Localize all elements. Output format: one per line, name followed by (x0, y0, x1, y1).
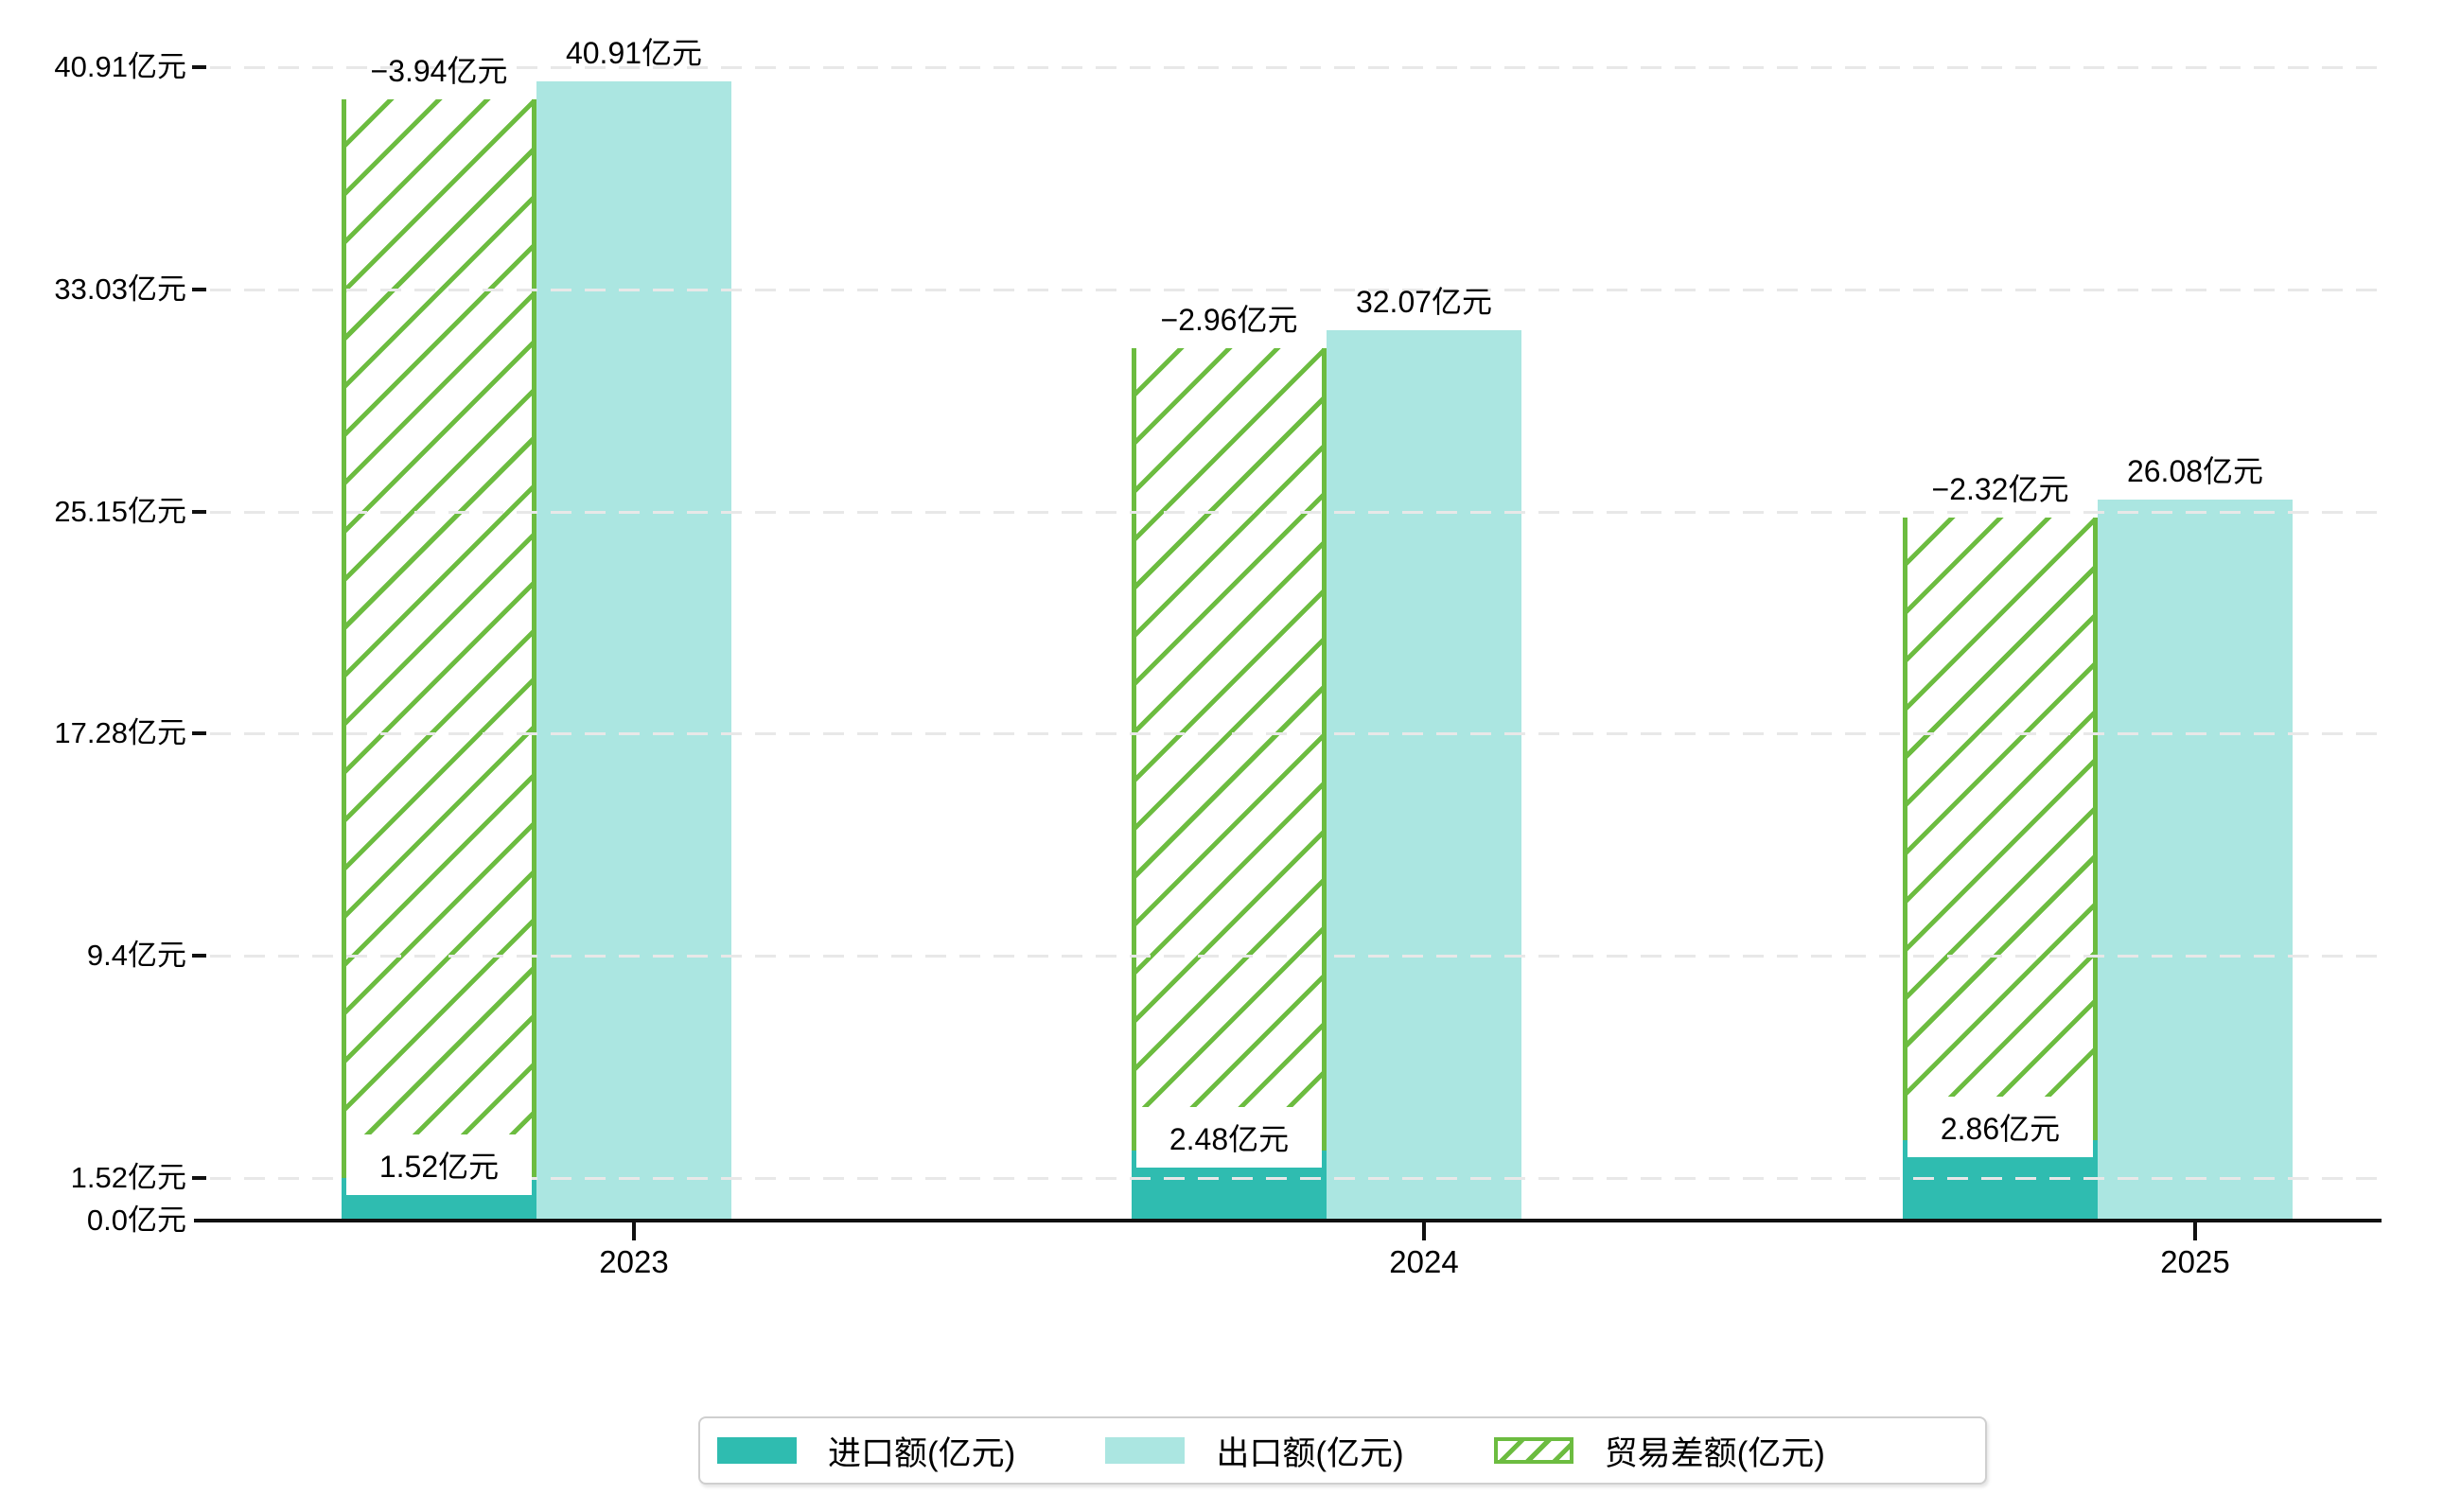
y-tick-label: 0.0亿元 (86, 1204, 186, 1237)
trade-balance-bar (1903, 517, 2098, 1140)
x-tick-mark (632, 1221, 636, 1240)
import-value-label: 1.52亿元 (346, 1134, 532, 1195)
y-tick-label: 17.28亿元 (54, 716, 186, 750)
export-bar (536, 80, 731, 1219)
gridline (210, 1176, 2377, 1180)
y-tick-label: 9.4亿元 (86, 938, 186, 972)
export-bar (1327, 330, 1521, 1219)
trade-balance-value-label: −2.32亿元 (1931, 471, 2069, 506)
x-tick-mark (1422, 1221, 1426, 1240)
import-value-label: 2.48亿元 (1136, 1107, 1322, 1169)
import-swatch-icon (717, 1437, 797, 1464)
x-axis-line (194, 1219, 2382, 1222)
x-axis-label: 2023 (599, 1244, 669, 1279)
legend-item-balance: 贸易差额(亿元) (1493, 1427, 1825, 1475)
legend-label-import: 进口额(亿元) (828, 1434, 1016, 1472)
y-tick-mark (192, 731, 206, 736)
y-tick-label: 25.15亿元 (54, 494, 186, 528)
trade-balance-value-label: −3.94亿元 (370, 53, 508, 88)
export-value-label: 26.08亿元 (2126, 453, 2264, 488)
legend-label-balance: 贸易差额(亿元) (1604, 1434, 1825, 1472)
y-tick-mark (192, 1175, 206, 1180)
legend-item-import: 进口额(亿元) (717, 1427, 1015, 1475)
x-axis-label: 2024 (1389, 1244, 1459, 1279)
trade-balance-swatch-icon (1493, 1437, 1573, 1464)
gridline (210, 732, 2377, 736)
export-bar (2098, 499, 2293, 1219)
gridline (210, 288, 2377, 291)
trade-balance-value-label: −2.96亿元 (1160, 303, 1298, 338)
x-axis-label: 2025 (2160, 1244, 2230, 1279)
legend-label-export: 出口额(亿元) (1216, 1434, 1404, 1472)
y-tick-label: 40.91亿元 (54, 49, 186, 83)
gridline (210, 954, 2377, 958)
y-tick-label: 33.03亿元 (54, 272, 186, 306)
export-value-label: 40.91亿元 (565, 35, 703, 70)
trade-balance-bar (1132, 348, 1327, 1152)
export-swatch-icon (1105, 1437, 1186, 1464)
trade-balance-bar (342, 98, 536, 1178)
y-tick-mark (192, 287, 206, 291)
gridline (210, 510, 2377, 514)
chart-legend: 进口额(亿元) 出口额(亿元) 贸易差额(亿元) (698, 1416, 1987, 1485)
y-tick-mark (192, 953, 206, 958)
x-tick-mark (2193, 1221, 2197, 1240)
import-value-label: 2.86亿元 (1907, 1096, 2093, 1157)
y-tick-mark (192, 64, 206, 69)
export-value-label: 32.07亿元 (1355, 285, 1493, 320)
legend-item-export: 出口额(亿元) (1105, 1427, 1404, 1475)
gridline (210, 65, 2377, 69)
y-tick-label: 1.52亿元 (70, 1160, 186, 1194)
y-tick-mark (192, 509, 206, 514)
